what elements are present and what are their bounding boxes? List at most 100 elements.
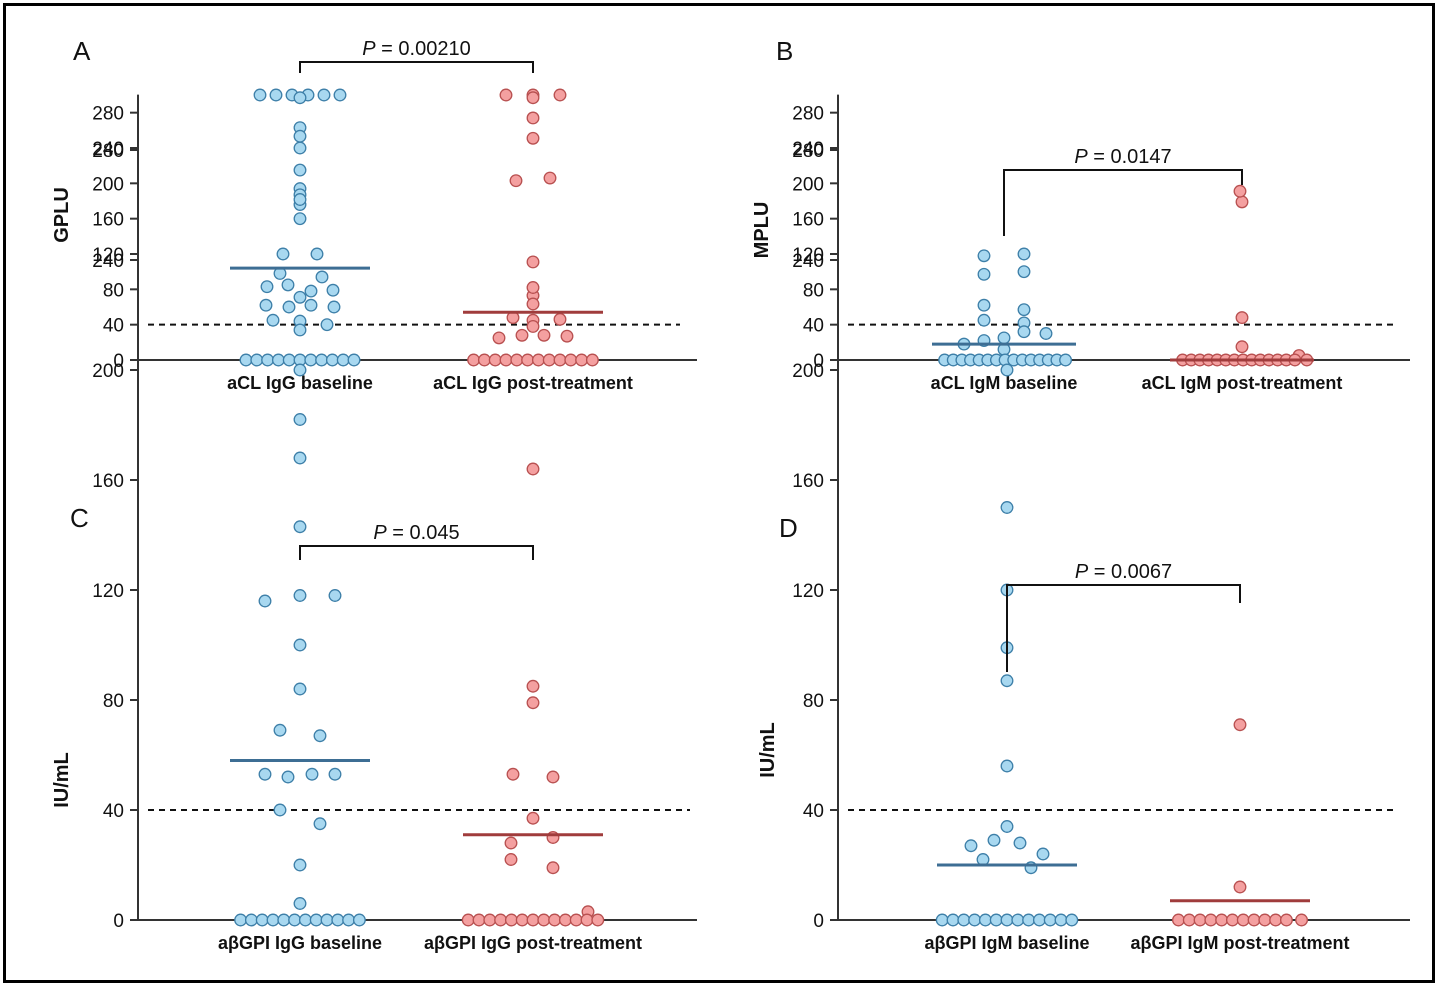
data-point — [293, 413, 307, 426]
data-point — [515, 913, 529, 927]
data-point — [293, 91, 307, 105]
p-value-label: P = 0.0067 — [1075, 561, 1172, 583]
data-point — [1204, 913, 1218, 927]
data-point — [1000, 759, 1014, 773]
data-point — [997, 331, 1011, 345]
data-point — [546, 861, 560, 875]
data-point — [313, 817, 327, 831]
category-label: aβGPI IgG baseline — [218, 933, 382, 953]
data-point — [266, 313, 280, 327]
data-point — [269, 88, 283, 102]
y-tick-label: 120 — [92, 581, 124, 602]
data-point — [271, 353, 285, 367]
data-point — [548, 913, 562, 927]
data-point — [293, 323, 307, 337]
data-point — [260, 280, 274, 294]
data-point — [526, 913, 540, 927]
data-point — [488, 353, 502, 367]
data-point — [1000, 913, 1014, 927]
data-point — [509, 174, 523, 188]
y-tick-label: 200 — [92, 361, 124, 382]
data-point — [499, 353, 513, 367]
data-point — [259, 298, 273, 312]
data-point — [977, 313, 991, 327]
y-tick-label: 200 — [792, 174, 824, 195]
data-point — [310, 247, 324, 261]
data-point — [1017, 303, 1031, 317]
data-point — [546, 770, 560, 784]
data-point — [293, 520, 307, 534]
data-point — [1279, 913, 1293, 927]
data-point — [1054, 913, 1068, 927]
data-point — [276, 247, 290, 261]
data-point — [510, 353, 524, 367]
data-point — [1039, 327, 1053, 340]
data-point — [293, 193, 307, 206]
data-point — [553, 312, 567, 326]
data-point — [526, 281, 540, 294]
data-point — [1017, 325, 1031, 339]
data-point — [317, 88, 331, 102]
data-point — [1000, 363, 1014, 377]
data-point — [537, 913, 551, 927]
data-point — [326, 283, 340, 297]
data-point — [526, 462, 540, 476]
significance-bracket — [1003, 169, 1243, 236]
data-point — [1247, 913, 1261, 927]
data-point — [1059, 353, 1073, 367]
data-point — [239, 353, 253, 367]
data-point — [526, 696, 540, 710]
y-tick-label: 200 — [792, 361, 824, 382]
data-point — [293, 897, 307, 910]
data-point — [526, 297, 540, 311]
category-label: aβGPI IgM baseline — [924, 933, 1089, 953]
y-tick-label: 240 — [92, 251, 124, 272]
data-point — [569, 913, 583, 927]
y-tick-label: 160 — [92, 210, 124, 231]
data-point — [1235, 311, 1249, 325]
data-point — [293, 451, 307, 465]
data-point — [585, 353, 599, 367]
data-point — [1000, 674, 1014, 688]
y-tick-label: 120 — [792, 581, 824, 602]
data-point — [526, 319, 540, 333]
category-label: aCL IgG post-treatment — [433, 373, 633, 393]
data-point — [1233, 718, 1247, 732]
data-point — [935, 913, 949, 927]
data-point — [313, 729, 327, 743]
data-point — [553, 353, 567, 367]
data-point — [1065, 913, 1079, 927]
y-tick-label: 40 — [103, 801, 124, 822]
data-point — [492, 331, 506, 345]
y-tick-label: 80 — [803, 691, 824, 712]
data-point — [558, 913, 572, 927]
data-point — [957, 913, 971, 927]
data-point — [258, 767, 272, 781]
significance-bracket — [299, 61, 534, 73]
data-point — [1043, 913, 1057, 927]
data-point — [293, 589, 307, 602]
y-axis-label: GPLU — [51, 187, 73, 243]
data-point — [560, 329, 574, 343]
data-point — [526, 131, 540, 145]
data-point — [1236, 913, 1250, 927]
y-axis-label: MPLU — [751, 202, 773, 259]
y-tick-label: 280 — [792, 141, 824, 162]
significance-bracket — [1006, 584, 1241, 672]
data-point — [315, 270, 329, 284]
data-point — [333, 88, 347, 102]
y-tick-label: 120 — [92, 245, 124, 266]
data-point — [293, 163, 307, 177]
data-point — [331, 913, 345, 927]
data-point — [1258, 913, 1272, 927]
data-point — [531, 353, 545, 367]
y-tick-label: 0 — [113, 911, 124, 932]
y-tick-label: 280 — [92, 141, 124, 162]
data-point — [273, 803, 287, 817]
data-point — [277, 913, 291, 927]
data-point — [328, 589, 342, 602]
